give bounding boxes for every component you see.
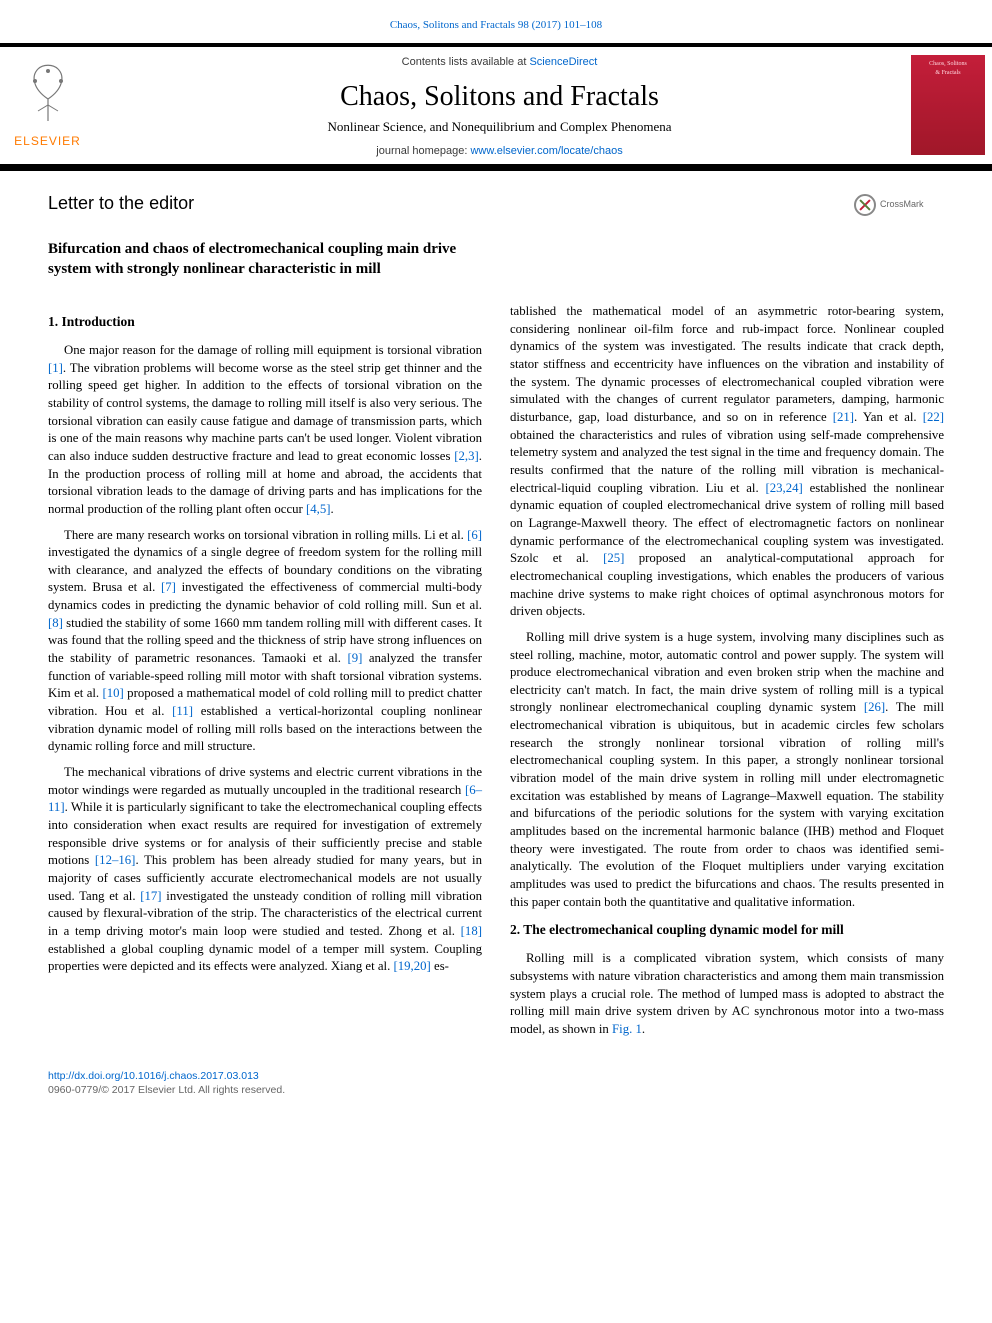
paragraph: There are many research works on torsion… (48, 527, 482, 757)
crossmark-text: CrossMark (880, 198, 924, 211)
reference-link[interactable]: [1] (48, 361, 63, 375)
publisher-logo-block: ELSEVIER (0, 47, 95, 163)
body-text: . The mill electromechanical vibration i… (510, 700, 944, 908)
footer-left: http://dx.doi.org/10.1016/j.chaos.2017.0… (48, 1069, 285, 1098)
journal-header-center: Contents lists available at ScienceDirec… (95, 47, 904, 163)
journal-homepage-link[interactable]: www.elsevier.com/locate/chaos (470, 145, 622, 157)
reference-link[interactable]: [22] (923, 410, 944, 424)
paragraph: Rolling mill drive system is a huge syst… (510, 629, 944, 912)
reference-link[interactable]: [17] (140, 889, 161, 903)
journal-subtitle: Nonlinear Science, and Nonequilibrium an… (105, 118, 894, 136)
homepage-prefix: journal homepage: (376, 145, 470, 157)
page-footer: http://dx.doi.org/10.1016/j.chaos.2017.0… (0, 1047, 992, 1124)
cover-text-line1: Chaos, Solitons (929, 61, 967, 68)
reference-link[interactable]: [23,24] (765, 481, 802, 495)
body-text: es- (431, 959, 449, 973)
reference-link[interactable]: [8] (48, 616, 63, 630)
body-text: The mechanical vibrations of drive syste… (48, 765, 482, 797)
running-head-citation: Chaos, Solitons and Fractals 98 (2017) 1… (0, 0, 992, 43)
reference-link[interactable]: [12–16] (95, 853, 136, 867)
section-heading-2: 2. The electromechanical coupling dynami… (510, 921, 944, 940)
body-text: . The vibration problems will become wor… (48, 361, 482, 463)
body-text: . (642, 1022, 645, 1036)
reference-link[interactable]: [21] (833, 410, 854, 424)
sciencedirect-link[interactable]: ScienceDirect (529, 56, 597, 68)
body-text: There are many research works on torsion… (64, 528, 467, 542)
body-text: tablished the mathematical model of an a… (510, 304, 944, 424)
reference-link[interactable]: [9] (347, 651, 362, 665)
reference-link[interactable]: [11] (172, 704, 193, 718)
paragraph: tablished the mathematical model of an a… (510, 303, 944, 621)
doi-link[interactable]: http://dx.doi.org/10.1016/j.chaos.2017.0… (48, 1070, 259, 1082)
cover-text-line2: & Fractals (935, 70, 960, 77)
article-type-label: Letter to the editor (48, 191, 194, 216)
two-column-body: 1. Introduction One major reason for the… (0, 279, 992, 1046)
contents-list-line: Contents lists available at ScienceDirec… (105, 55, 894, 70)
journal-cover-thumb: Chaos, Solitons & Fractals (904, 47, 992, 163)
body-text: Rolling mill is a complicated vibration … (510, 951, 944, 1036)
cover-image: Chaos, Solitons & Fractals (911, 55, 985, 155)
elsevier-tree-icon (13, 61, 83, 131)
citation-link[interactable]: Chaos, Solitons and Fractals 98 (2017) 1… (390, 19, 602, 31)
copyright-line: 0960-0779/© 2017 Elsevier Ltd. All right… (48, 1084, 285, 1096)
crossmark-icon (854, 194, 876, 216)
reference-link[interactable]: [7] (161, 580, 176, 594)
body-text: . (331, 502, 334, 516)
body-text: One major reason for the damage of rolli… (64, 343, 482, 357)
reference-link[interactable]: [6] (467, 528, 482, 542)
reference-link[interactable]: [26] (864, 700, 885, 714)
publisher-brand: ELSEVIER (14, 133, 81, 150)
paragraph: The mechanical vibrations of drive syste… (48, 764, 482, 976)
reference-link[interactable]: [10] (103, 686, 124, 700)
figure-link[interactable]: Fig. 1 (612, 1022, 642, 1036)
journal-title: Chaos, Solitons and Fractals (105, 77, 894, 116)
paragraph: Rolling mill is a complicated vibration … (510, 950, 944, 1038)
contents-prefix: Contents lists available at (402, 56, 530, 68)
body-text: . Yan et al. (854, 410, 923, 424)
reference-link[interactable]: [19,20] (393, 959, 430, 973)
crossmark-badge[interactable]: CrossMark (854, 191, 944, 219)
reference-link[interactable]: [25] (603, 551, 624, 565)
section-heading-1: 1. Introduction (48, 313, 482, 332)
article-title: Bifurcation and chaos of electromechanic… (0, 225, 520, 280)
reference-link[interactable]: [18] (461, 924, 482, 938)
journal-homepage-line: journal homepage: www.elsevier.com/locat… (105, 144, 894, 159)
paragraph: One major reason for the damage of rolli… (48, 342, 482, 519)
right-column: tablished the mathematical model of an a… (510, 303, 944, 1046)
reference-link[interactable]: [4,5] (306, 502, 331, 516)
reference-link[interactable]: [2,3] (454, 449, 479, 463)
left-column: 1. Introduction One major reason for the… (48, 303, 482, 1046)
journal-header: ELSEVIER Contents lists available at Sci… (0, 43, 992, 164)
